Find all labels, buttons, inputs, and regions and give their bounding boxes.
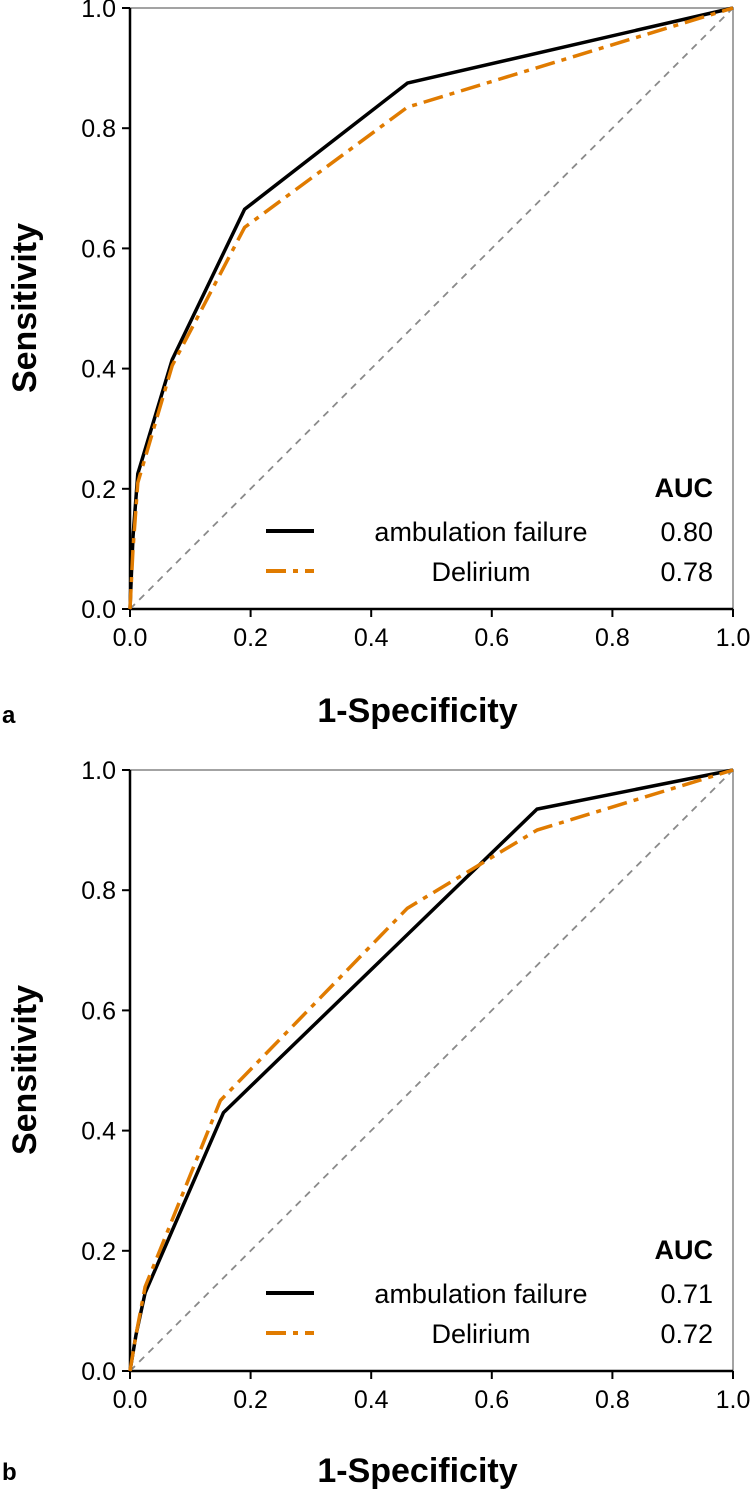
legend-auc-value: 0.72	[660, 1319, 713, 1349]
legend-title: AUC	[655, 473, 714, 503]
y-tick-label: 0.8	[81, 115, 116, 143]
roc-line-delirium	[128, 768, 734, 1372]
x-axis-label: 1-Specificity	[317, 1452, 517, 1490]
roc-line-delirium	[128, 6, 734, 610]
y-axis-label: Sensitivity	[6, 223, 44, 393]
panel-a: 0.0 0.2 0.4 0.6 0.8 1.0 0.0 0.2 0.4 0.6 0.8 1.0 1-Sp…	[2, 0, 750, 730]
panel-b: 0.0 0.2 0.4 0.6 0.8 1.0 0.0 0.2 0.4 0.6 0.8 1.0 1-Sp…	[2, 757, 750, 1490]
x-tick-label: 0.6	[474, 624, 509, 652]
legend-auc-value: 0.80	[660, 517, 713, 547]
x-tick-label: 1.0	[716, 624, 751, 652]
y-tick-label: 1.0	[81, 0, 116, 23]
legend-title: AUC	[655, 1235, 714, 1265]
x-tick-label: 0.4	[354, 624, 389, 652]
y-tick-label: 0.6	[81, 997, 116, 1025]
x-axis-label: 1-Specificity	[317, 692, 517, 730]
y-tick-label: 0.0	[81, 596, 116, 624]
legend-auc-value: 0.78	[660, 557, 713, 587]
y-tick-label: 0.2	[81, 1238, 116, 1266]
panel-letter: b	[2, 1459, 17, 1486]
y-tick-label: 0.2	[81, 476, 116, 504]
y-axis-label: Sensitivity	[6, 985, 44, 1155]
x-tick-label: 0.8	[595, 1386, 630, 1414]
y-tick-label: 1.0	[81, 757, 116, 785]
panel-letter: a	[2, 702, 16, 729]
legend-auc-value: 0.71	[660, 1279, 713, 1309]
legend-label: ambulation failure	[374, 1279, 587, 1309]
x-tick-label: 0.0	[113, 1386, 148, 1414]
y-tick-label: 0.8	[81, 877, 116, 905]
x-tick-label: 0.0	[113, 624, 148, 652]
x-tick-label: 0.4	[354, 1386, 389, 1414]
y-tick-label: 0.4	[81, 356, 116, 384]
x-tick-label: 0.2	[233, 1386, 268, 1414]
roc-line-ambulation-failure	[128, 6, 734, 610]
y-tick-label: 0.4	[81, 1118, 116, 1146]
y-tick-label: 0.0	[81, 1358, 116, 1386]
legend-label: Delirium	[431, 557, 530, 587]
legend-label: ambulation failure	[374, 517, 587, 547]
legend-label: Delirium	[431, 1319, 530, 1349]
x-tick-label: 1.0	[716, 1386, 751, 1414]
x-tick-label: 0.8	[595, 624, 630, 652]
x-tick-label: 0.2	[233, 624, 268, 652]
y-tick-label: 0.6	[81, 235, 116, 263]
x-tick-label: 0.6	[474, 1386, 509, 1414]
